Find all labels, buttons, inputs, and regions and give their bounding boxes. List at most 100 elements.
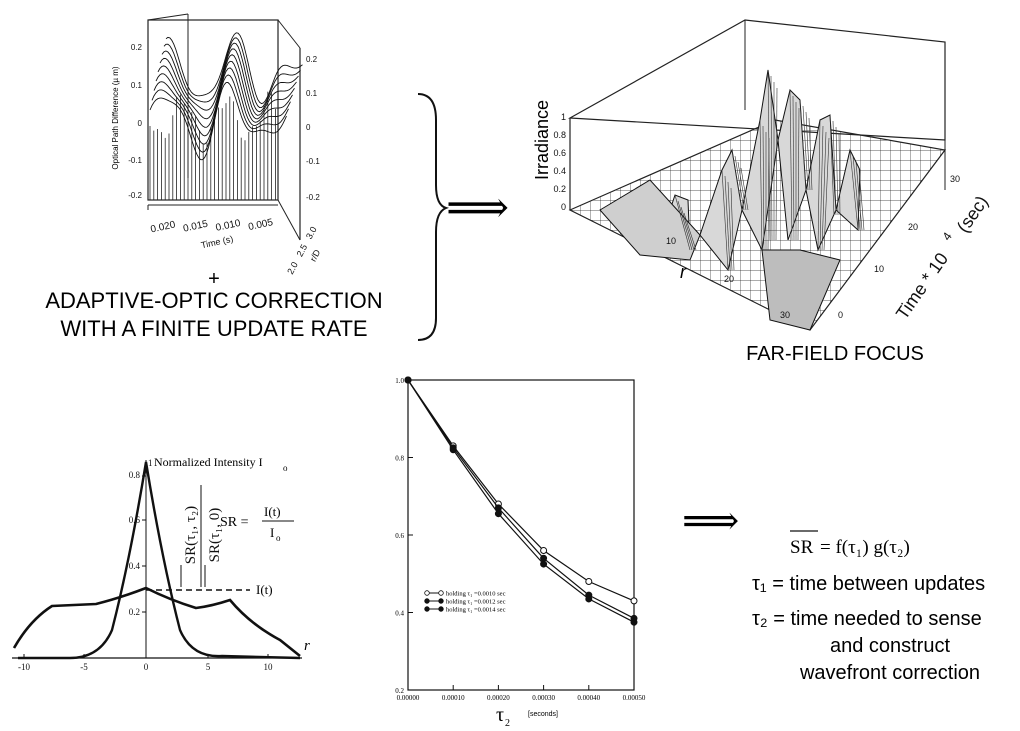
farfield-peak-stripe xyxy=(835,126,839,216)
farfield-peak-stripe xyxy=(730,187,735,271)
sr-x-tick-label: 0.00050 xyxy=(623,694,646,702)
sr-x-tick-label: 0.00020 xyxy=(487,694,510,702)
sr-series-lines xyxy=(404,376,638,626)
opd-plot: Optical Path Difference (µ m) 0.2 0.1 0 … xyxy=(111,13,323,276)
sr-legend-marker xyxy=(424,598,430,604)
curly-brace xyxy=(417,93,450,341)
sr-series-line xyxy=(407,379,635,602)
opd-surface-curve xyxy=(163,37,301,109)
sr-lhs: SR = xyxy=(220,515,249,530)
farfield-zlabel: Irradiance xyxy=(532,100,552,180)
farfield-z-tick: 0.2 xyxy=(553,184,566,194)
opd-surface-curve xyxy=(165,32,303,105)
farfield-peak-stripe xyxy=(674,194,691,251)
definition-tau2-line3: wavefront correction xyxy=(799,662,980,684)
opd-time-tick: 0.015 xyxy=(182,219,209,235)
sr-x-tick-label: 0.00010 xyxy=(442,694,465,702)
sr-legend-label: holding τ₁ =0.0012 sec xyxy=(446,599,506,606)
profile-x-var: r xyxy=(304,638,310,654)
farfield-peak-stripe xyxy=(789,89,793,241)
farfield-time-label: Time * 10 xyxy=(892,249,952,323)
implies-arrow-bottom: ⟹ xyxy=(682,498,739,543)
opd-left-tick: 0 xyxy=(138,119,143,128)
implies-arrow-top: ⟹ xyxy=(446,183,509,232)
opd-surface-curve xyxy=(155,60,293,137)
opd-left-tick: 0.2 xyxy=(131,43,143,52)
farfield-peak-stripe xyxy=(775,87,778,241)
opd-time-label: Time (s) xyxy=(200,234,234,251)
profile-it-label: I(t) xyxy=(256,582,273,597)
sr-axis-ticks: 0.00000 0.00010 0.00020 0.00030 0.00040 0.000… xyxy=(395,377,646,702)
farfield-r-tick: 30 xyxy=(780,310,790,320)
farfield-peak-stripe xyxy=(724,175,731,271)
opd-right-tick: 0.1 xyxy=(306,89,318,98)
definition-tau2-line2: and construct xyxy=(830,635,951,657)
sr-y-tick-label: 0.6 xyxy=(395,532,404,540)
farfield-peak-stripe xyxy=(770,75,773,241)
correction-caption-line1: ADAPTIVE-OPTIC CORRECTION xyxy=(45,288,382,313)
sr-legend-marker xyxy=(438,598,444,604)
farfield-r-tick: 20 xyxy=(724,274,734,284)
plus-sign: + xyxy=(208,268,220,290)
sr-data-point xyxy=(630,597,638,605)
farfield-peak-stripe xyxy=(852,155,861,231)
sr-legend-label: holding τ₁ =0.0014 sec xyxy=(446,607,506,614)
farfield-plot: Irradiance 1 0.8 0.6 0.4 0.2 0 r 10 20 3… xyxy=(532,19,992,331)
farfield-time-exp: 4 xyxy=(940,229,955,243)
profile-title: Normalized Intensity I xyxy=(154,455,263,469)
profile-normalized-curve xyxy=(18,461,301,660)
opd-surface-curve xyxy=(161,42,299,113)
farfield-time-tick: 20 xyxy=(908,222,918,232)
farfield-peak-stripe xyxy=(849,149,859,231)
sr-legend-marker xyxy=(424,590,430,596)
sr-legend-marker xyxy=(438,590,444,596)
farfield-peak-stripe xyxy=(762,125,765,251)
farfield-peak-stripe xyxy=(759,119,763,251)
farfield-peak-stripe xyxy=(677,200,693,251)
profile-x-tick: -10 xyxy=(18,662,30,672)
opd-left-tick: 0.1 xyxy=(131,81,143,90)
farfield-z-tick: 0.6 xyxy=(553,148,566,158)
farfield-peak-stripe xyxy=(792,95,795,241)
farfield-time-unit: (sec) xyxy=(953,192,992,236)
equation-rest: = f(τ₁) g(τ₂) xyxy=(820,537,910,558)
farfield-time-tick: 30 xyxy=(950,174,960,184)
sr-data-point xyxy=(540,547,548,554)
sr-x-tick-label: 0.00000 xyxy=(397,694,420,702)
profile-y-tick: 0.6 xyxy=(129,515,141,525)
opd-rd-tick: 3.0 xyxy=(304,225,319,241)
sr-numerator: I(t) xyxy=(264,504,281,519)
sr-series-line xyxy=(407,379,635,623)
sr-data-point xyxy=(630,618,638,626)
correction-caption-line2: WITH A FINITE UPDATE RATE xyxy=(60,316,367,341)
sr-bar-symbol: SR xyxy=(790,537,814,558)
opd-time-tick: 0.010 xyxy=(215,218,242,234)
profile-y-tick: 0.8 xyxy=(129,470,141,480)
sr-denominator: I xyxy=(270,525,274,540)
sr-plot-frame xyxy=(407,379,635,691)
farfield-peak-stripe xyxy=(799,99,807,191)
sr-x-tick-label: 0.00040 xyxy=(577,694,600,702)
sr-chart: 0.00000 0.00010 0.00020 0.00030 0.00040 0.000… xyxy=(180,376,646,729)
profile-y-tick: 0.2 xyxy=(129,607,140,617)
farfield-z-tick: 0.8 xyxy=(553,130,566,140)
farfield-peak-stripe xyxy=(731,149,743,211)
definition-tau1: τ₁ = time between updates xyxy=(752,573,985,595)
farfield-peak-stripe xyxy=(855,161,863,231)
opd-surface-curves xyxy=(149,32,303,161)
sr-legend-marker xyxy=(424,606,430,612)
farfield-peak-stripe xyxy=(802,105,809,191)
opd-surface-curve xyxy=(157,54,295,128)
result-equation: SR = f(τ₁) g(τ₂) xyxy=(790,530,910,558)
sr-data-point xyxy=(540,554,548,562)
sr-legend-marker xyxy=(438,606,444,612)
farfield-z-tick: 0 xyxy=(561,202,566,212)
opd-surface-curve xyxy=(153,67,291,145)
farfield-peak-stripe xyxy=(683,212,697,251)
opd-right-tick: 0.2 xyxy=(306,55,318,64)
farfield-peak-stripe xyxy=(817,119,821,251)
farfield-peak-stripe xyxy=(819,125,824,251)
opd-slices xyxy=(149,91,276,200)
farfield-peak-stripe xyxy=(832,120,837,216)
